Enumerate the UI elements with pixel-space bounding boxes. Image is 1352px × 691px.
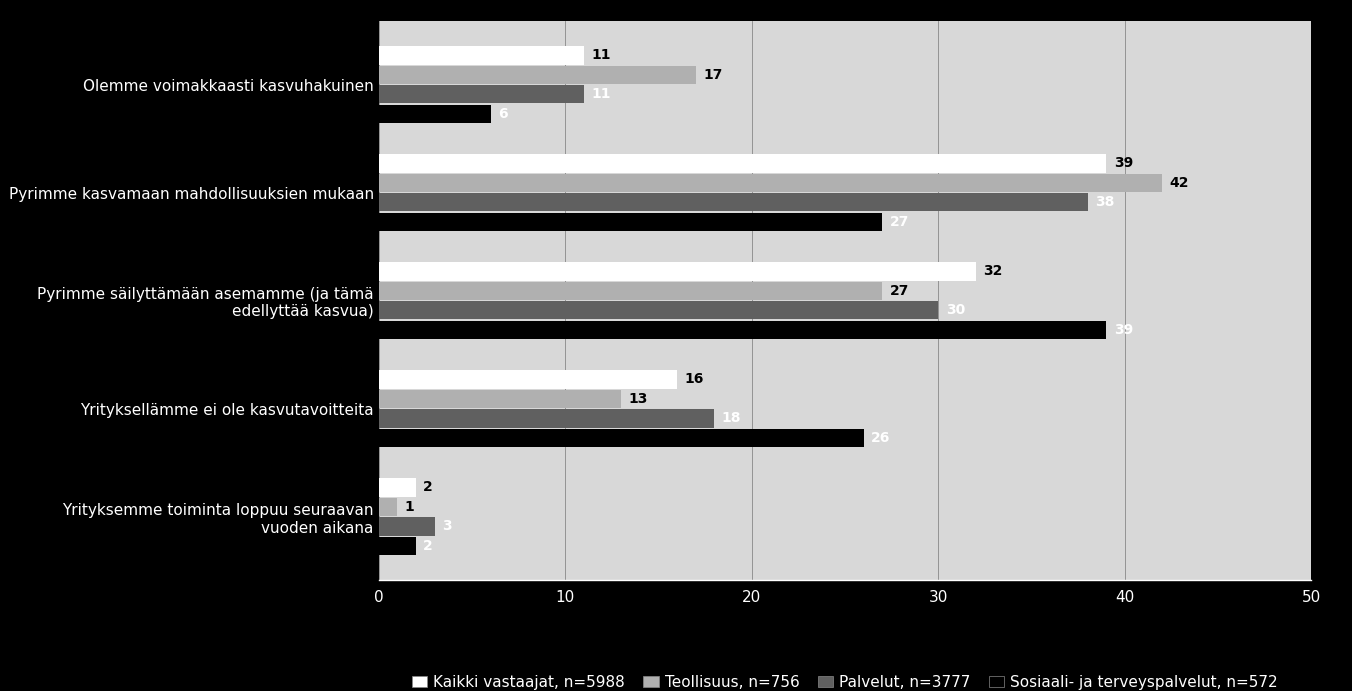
Bar bbox=[379, 428, 864, 447]
Bar bbox=[379, 193, 1087, 211]
Text: 3: 3 bbox=[442, 520, 452, 533]
Text: 42: 42 bbox=[1169, 176, 1190, 190]
Bar bbox=[379, 66, 696, 84]
Text: 32: 32 bbox=[983, 265, 1002, 278]
Text: 11: 11 bbox=[591, 87, 611, 102]
Bar bbox=[379, 282, 883, 300]
Text: 27: 27 bbox=[890, 284, 909, 298]
Bar bbox=[379, 537, 416, 555]
Text: 26: 26 bbox=[871, 430, 891, 445]
Text: 39: 39 bbox=[1114, 323, 1133, 337]
Text: 18: 18 bbox=[722, 411, 741, 426]
Bar bbox=[379, 154, 1106, 173]
Bar bbox=[379, 390, 621, 408]
Text: 11: 11 bbox=[591, 48, 611, 62]
Text: 6: 6 bbox=[498, 106, 507, 121]
Legend: Kaikki vastaajat, n=5988, Teollisuus, n=756, Palvelut, n=3777, Sosiaali- ja terv: Kaikki vastaajat, n=5988, Teollisuus, n=… bbox=[406, 669, 1284, 691]
Text: 39: 39 bbox=[1114, 156, 1133, 171]
Text: 1: 1 bbox=[404, 500, 415, 514]
Text: 16: 16 bbox=[684, 372, 704, 386]
Bar bbox=[379, 46, 584, 64]
Bar bbox=[379, 213, 883, 231]
Bar bbox=[379, 262, 976, 281]
Bar bbox=[379, 517, 434, 536]
Bar bbox=[379, 370, 677, 388]
Bar bbox=[379, 85, 584, 104]
Bar bbox=[379, 478, 416, 497]
Text: 13: 13 bbox=[629, 392, 648, 406]
Bar bbox=[379, 321, 1106, 339]
Bar bbox=[379, 301, 938, 319]
Bar bbox=[379, 173, 1163, 192]
Text: 2: 2 bbox=[423, 539, 433, 553]
Text: 30: 30 bbox=[946, 303, 965, 317]
Bar bbox=[379, 409, 714, 428]
Bar bbox=[379, 498, 397, 516]
Text: 38: 38 bbox=[1095, 196, 1114, 209]
Bar bbox=[379, 104, 491, 123]
Text: 2: 2 bbox=[423, 480, 433, 495]
Text: 17: 17 bbox=[703, 68, 722, 82]
Text: 27: 27 bbox=[890, 215, 909, 229]
